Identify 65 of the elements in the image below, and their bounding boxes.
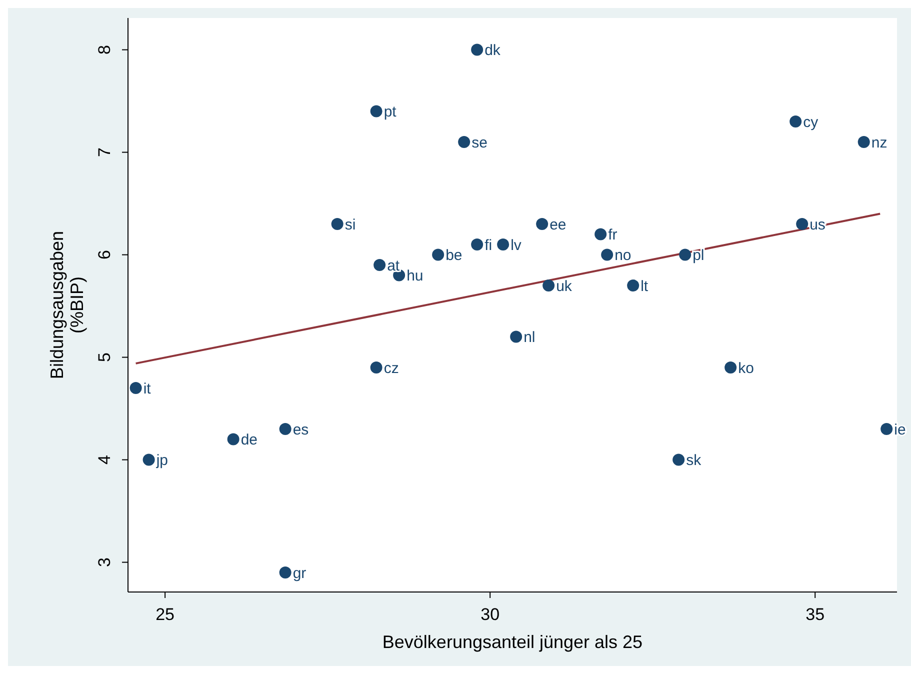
point [331, 218, 344, 230]
data-label: ie [894, 421, 906, 438]
data-label: cz [384, 360, 399, 377]
x-tick-label: 25 [156, 605, 175, 624]
point [796, 218, 808, 230]
data-label: de [240, 432, 258, 449]
data-label: cy [803, 114, 819, 131]
data-label: it [143, 380, 152, 398]
data-label: si [344, 216, 356, 234]
point [130, 382, 142, 394]
point [471, 44, 484, 56]
data-label: fi [484, 236, 492, 254]
data-label: no [614, 247, 632, 264]
data-label: es [292, 421, 309, 438]
point [370, 105, 382, 118]
point [374, 259, 386, 272]
point [790, 116, 802, 128]
point [858, 136, 870, 148]
point [594, 228, 607, 240]
data-label: sk [686, 452, 702, 470]
point [542, 280, 555, 292]
data-label: at [387, 257, 400, 274]
data-label: pl [692, 247, 704, 264]
data-label: uk [556, 278, 572, 295]
point [536, 218, 548, 230]
data-label: pt [384, 104, 398, 121]
point [471, 238, 484, 251]
y-tick-label: 6 [95, 250, 114, 260]
y-axis-title: Bildungsausgaben (%BIP) [47, 230, 87, 380]
point [279, 566, 292, 579]
point [142, 454, 155, 466]
y-tick-label: 5 [95, 352, 114, 362]
data-label: nl [524, 329, 536, 346]
y-tick-label: 4 [95, 455, 114, 465]
y-tick-label: 7 [95, 148, 114, 158]
y-tick-label: 3 [95, 558, 114, 568]
point [370, 362, 382, 374]
point [672, 454, 685, 466]
y-tick-label: 8 [95, 45, 114, 55]
data-label: be [446, 247, 462, 264]
data-label: nz [871, 134, 888, 152]
x-tick-label: 35 [806, 605, 825, 624]
data-label: lv [510, 236, 522, 254]
point [880, 423, 893, 436]
data-label: hu [406, 268, 424, 285]
point [601, 248, 614, 261]
point [510, 330, 522, 343]
point [279, 423, 292, 436]
point [227, 433, 240, 446]
x-axis-title: Bevölkerungsanteil jünger als 25 [382, 632, 643, 652]
data-label: se [472, 134, 488, 152]
data-label: fr [608, 226, 618, 244]
x-tick-label: 30 [480, 605, 500, 624]
data-label: ko [738, 360, 754, 377]
point [458, 136, 470, 148]
point [679, 248, 692, 261]
data-label: gr [292, 564, 306, 582]
data-label: lt [640, 278, 649, 295]
data-label: dk [484, 42, 501, 60]
data-label: ee [550, 216, 566, 234]
point [627, 280, 640, 292]
point [432, 248, 444, 261]
data-label: jp [155, 452, 168, 470]
point [497, 238, 510, 251]
point [724, 362, 737, 374]
